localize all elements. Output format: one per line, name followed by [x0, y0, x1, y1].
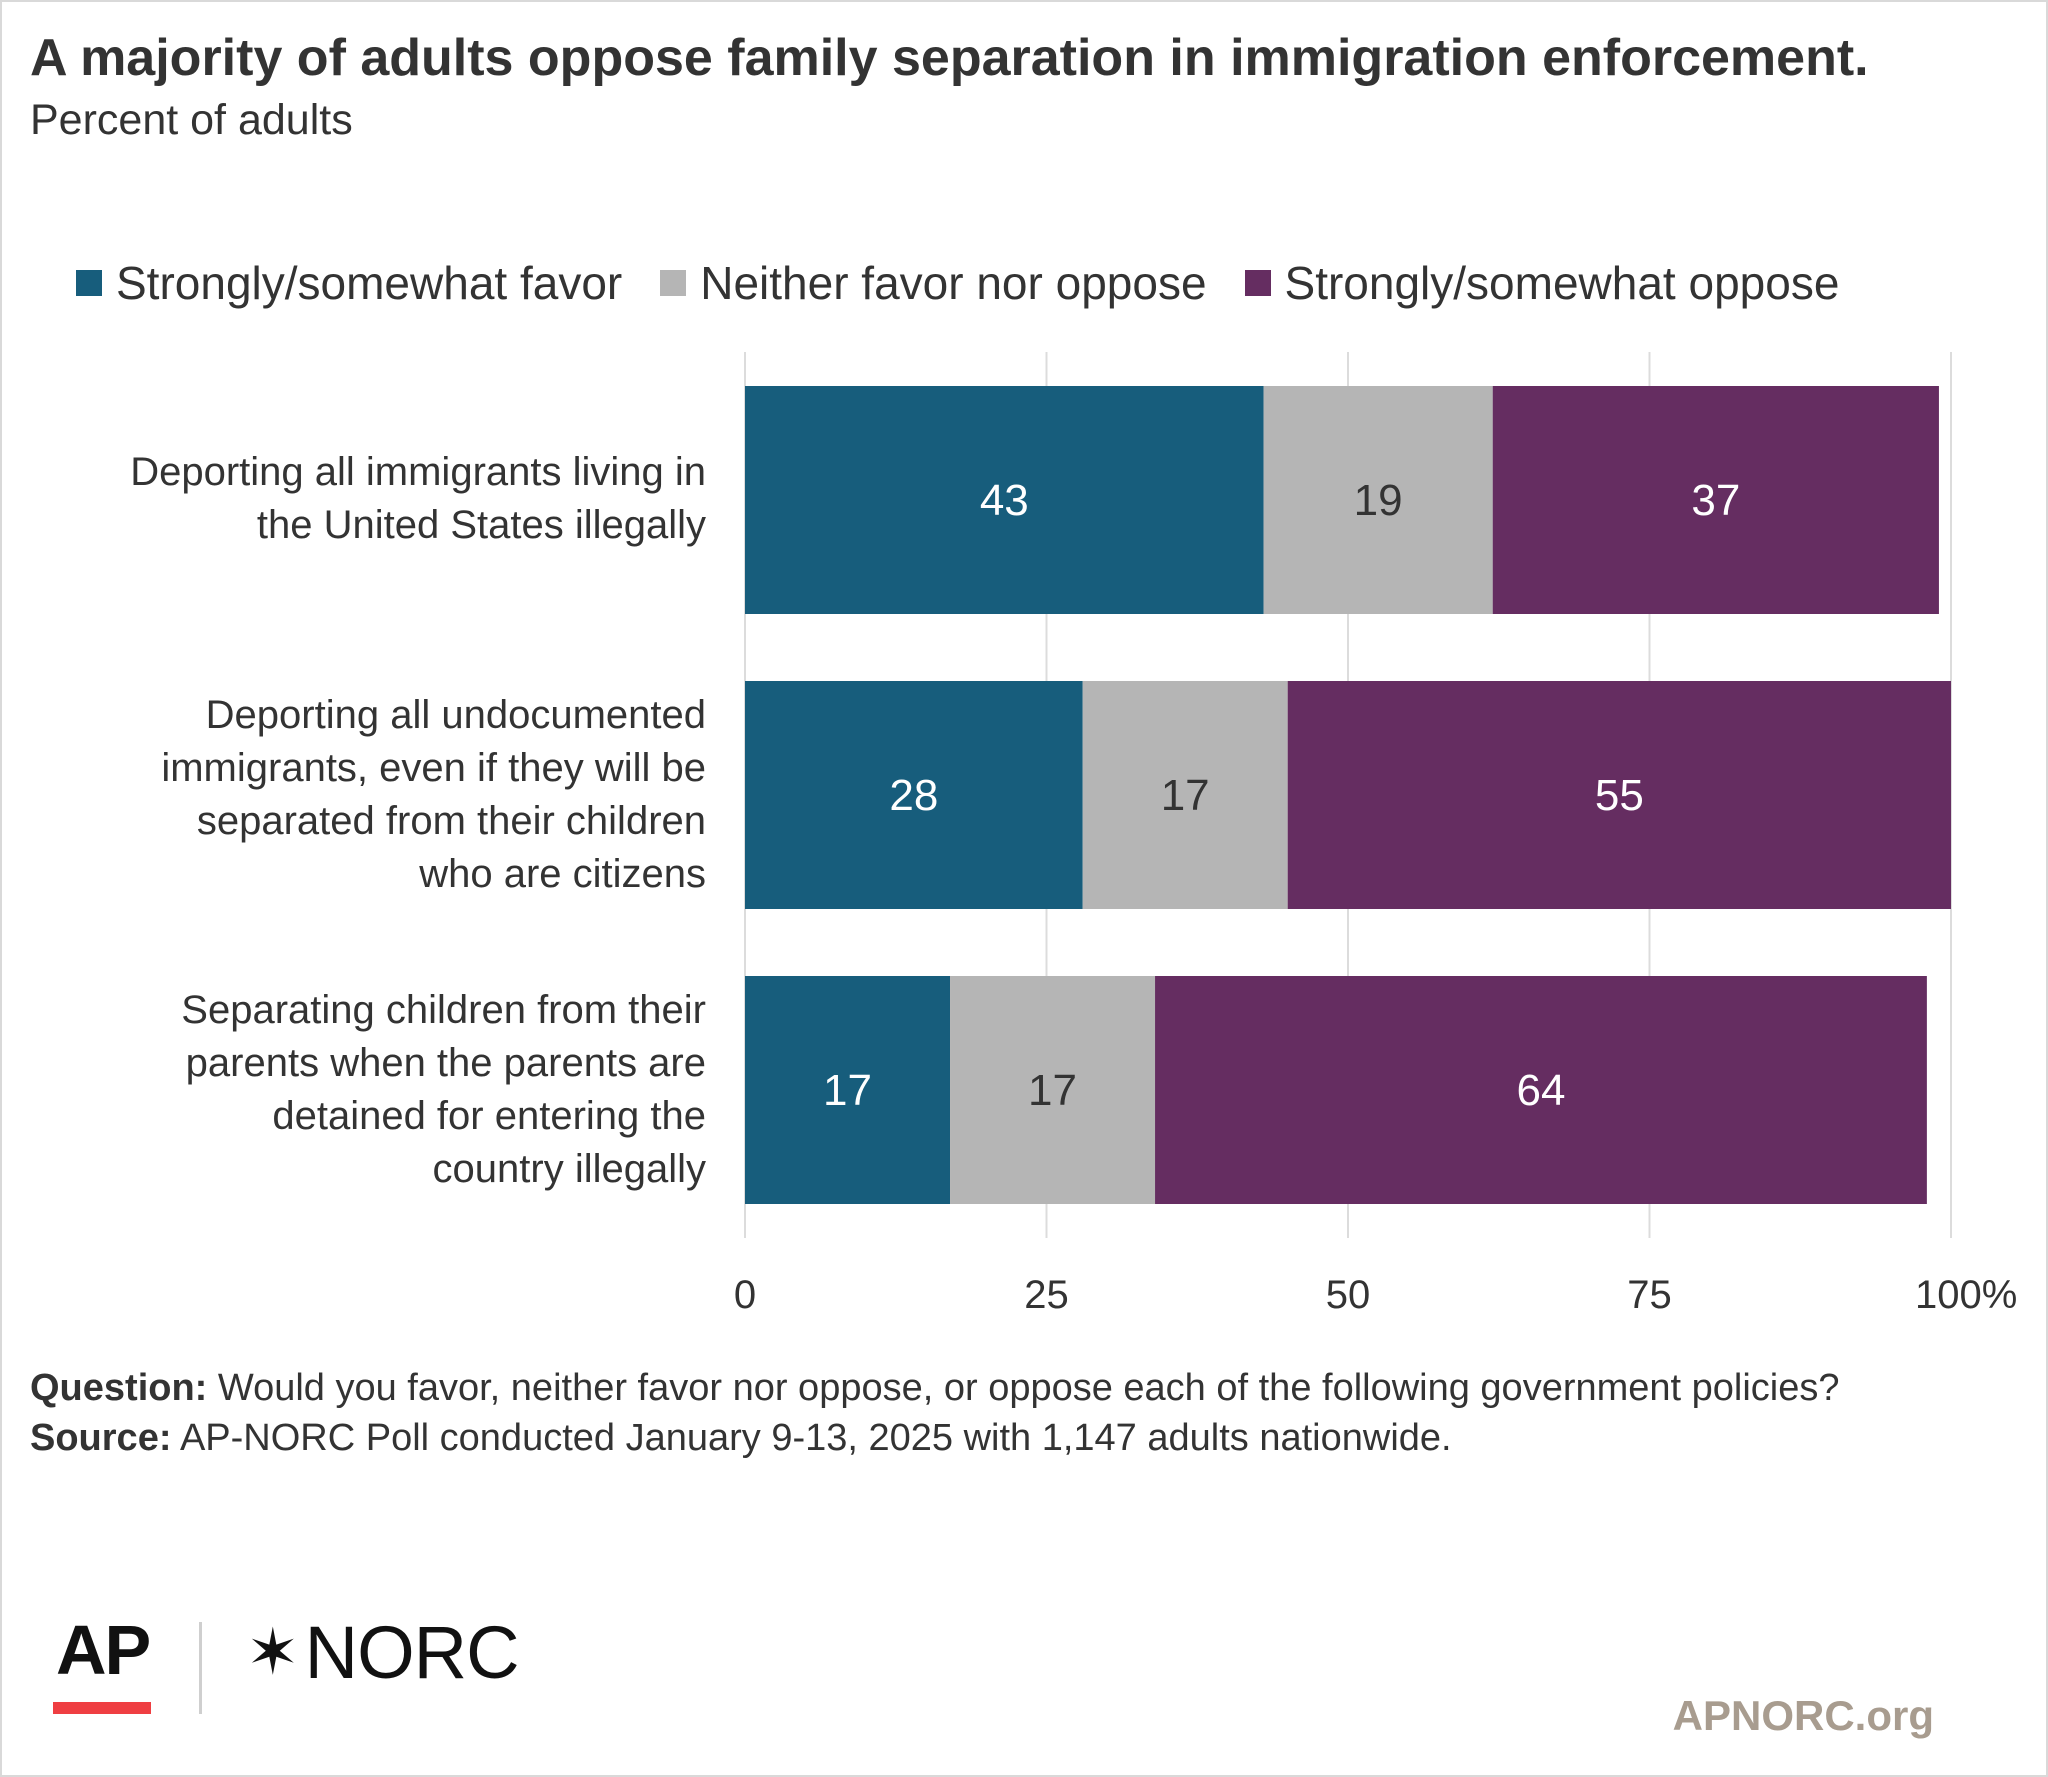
category-label-2: Deporting all undocumented immigrants, e…	[161, 689, 706, 901]
data-label: 17	[1161, 771, 1210, 820]
category-label-line: immigrants, even if they will be	[161, 746, 706, 790]
category-label-1: Deporting all immigrants living in the U…	[130, 446, 706, 552]
chart-plot: 43 19 37 28 17 55 17 17 64 0 25 50 75 100%	[734, 352, 2017, 1317]
legend-item-neither: Neither favor nor oppose	[660, 256, 1207, 310]
x-tick-label: 25	[1024, 1273, 1069, 1317]
legend-item-favor: Strongly/somewhat favor	[76, 256, 622, 310]
question-note: Question: Would you favor, neither favor…	[30, 1363, 1950, 1413]
data-label: 43	[980, 476, 1029, 525]
bar-segment	[745, 976, 951, 1204]
data-label: 64	[1516, 1066, 1565, 1115]
data-label: 17	[823, 1066, 872, 1115]
bar-segment	[745, 681, 1083, 909]
category-label-line: Deporting all immigrants living in	[130, 450, 706, 494]
legend-label-oppose: Strongly/somewhat oppose	[1284, 257, 1840, 309]
bar-segment	[1287, 681, 1951, 909]
source-note: Source: AP-NORC Poll conducted January 9…	[30, 1413, 1950, 1463]
category-label-line: Deporting all undocumented	[205, 693, 706, 737]
category-label-line: Separating children from their	[181, 988, 706, 1032]
source-label: Source:	[30, 1417, 172, 1459]
category-label-line: country illegally	[432, 1147, 706, 1191]
chart-title: A majority of adults oppose family separ…	[30, 29, 1869, 87]
legend-swatch-oppose	[1244, 270, 1271, 296]
logo-divider	[199, 1622, 202, 1714]
ap-logo-underline	[53, 1702, 151, 1714]
bar-segment	[1082, 681, 1288, 909]
data-label: 55	[1595, 771, 1644, 820]
category-label-line: parents when the parents are	[185, 1041, 706, 1085]
x-tick-label: 0	[734, 1273, 756, 1317]
legend: Strongly/somewhat favor Neither favor no…	[76, 256, 1877, 310]
category-label-line: who are citizens	[419, 852, 706, 896]
category-label-line: separated from their children	[196, 799, 706, 843]
footnote: Question: Would you favor, neither favor…	[30, 1363, 1950, 1463]
bar-segment	[1492, 386, 1939, 614]
data-label: 28	[889, 771, 938, 820]
ap-logo: AP	[56, 1611, 151, 1689]
x-tick-label: 100%	[1915, 1273, 2017, 1317]
legend-label-favor: Strongly/somewhat favor	[116, 257, 623, 309]
x-tick-label: 50	[1326, 1273, 1371, 1317]
question-text: Would you favor, neither favor nor oppos…	[217, 1367, 1840, 1409]
bar-segment	[1263, 386, 1493, 614]
category-label-3: Separating children from their parents w…	[181, 984, 706, 1196]
data-label: 37	[1691, 476, 1740, 525]
bar-segment	[950, 976, 1156, 1204]
x-tick-label: 75	[1627, 1273, 1672, 1317]
legend-swatch-favor	[76, 270, 102, 296]
data-label: 19	[1354, 476, 1403, 525]
site-link[interactable]: APNORC.org	[1672, 1692, 1934, 1739]
source-text: AP-NORC Poll conducted January 9-13, 202…	[179, 1417, 1452, 1459]
norc-logo-text: NORC	[304, 1611, 520, 1694]
data-label: 17	[1028, 1066, 1077, 1115]
bar-segment	[745, 386, 1264, 614]
bar-segment	[1155, 976, 1927, 1204]
category-label-line: detained for entering the	[272, 1094, 706, 1138]
norc-star-icon: ✶	[246, 1616, 300, 1688]
chart-subtitle: Percent of adults	[30, 96, 353, 144]
legend-label-neither: Neither favor nor oppose	[700, 257, 1207, 309]
norc-logo: ✶ NORC	[246, 1610, 520, 1695]
category-label-line: the United States illegally	[256, 503, 706, 547]
legend-swatch-neither	[660, 270, 687, 296]
legend-item-oppose: Strongly/somewhat oppose	[1244, 256, 1840, 310]
question-label: Question:	[30, 1367, 208, 1409]
